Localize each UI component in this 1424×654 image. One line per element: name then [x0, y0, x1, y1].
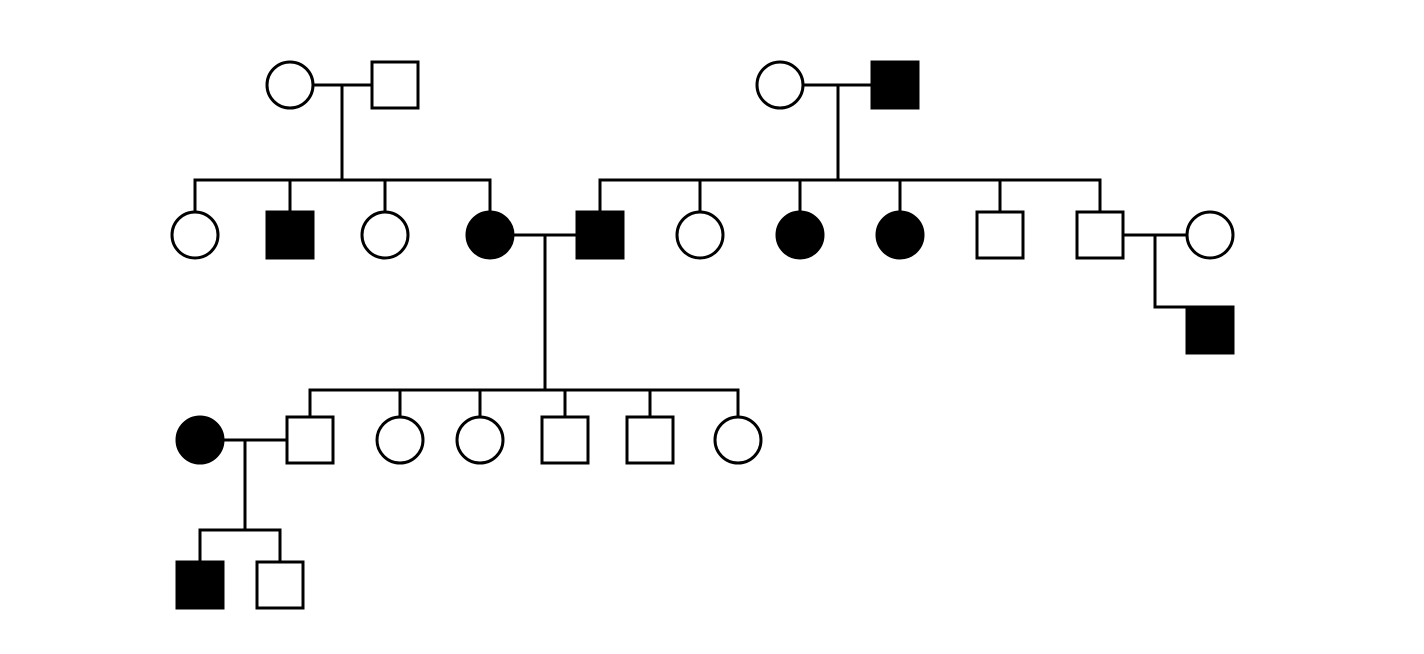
pedigree-diagram — [0, 0, 1424, 654]
pedigree-node-III-3 — [457, 417, 503, 463]
pedigree-node-III-4 — [542, 417, 588, 463]
pedigree-node-II-8 — [877, 212, 923, 258]
pedigree-node-II-11 — [1187, 212, 1233, 258]
pedigree-node-I-3 — [757, 62, 803, 108]
pedigree-node-III-2 — [377, 417, 423, 463]
pedigree-node-II-9 — [977, 212, 1023, 258]
pedigree-node-III-5 — [627, 417, 673, 463]
pedigree-node-III-0 — [177, 417, 223, 463]
pedigree-node-II-3 — [362, 212, 408, 258]
pedigree-node-IV-1 — [177, 562, 223, 608]
pedigree-node-I-4 — [872, 62, 918, 108]
pedigree-node-II-4 — [467, 212, 513, 258]
pedigree-node-II-7 — [777, 212, 823, 258]
pedigree-node-II-1 — [172, 212, 218, 258]
pedigree-node-IV-2 — [257, 562, 303, 608]
pedigree-node-I-2 — [372, 62, 418, 108]
pedigree-node-II-2 — [267, 212, 313, 258]
pedigree-node-II-5 — [577, 212, 623, 258]
pedigree-node-I-1 — [267, 62, 313, 108]
pedigree-node-III-1 — [287, 417, 333, 463]
pedigree-node-III-A — [1187, 307, 1233, 353]
pedigree-node-II-10 — [1077, 212, 1123, 258]
pedigree-node-II-6 — [677, 212, 723, 258]
pedigree-node-III-6 — [715, 417, 761, 463]
